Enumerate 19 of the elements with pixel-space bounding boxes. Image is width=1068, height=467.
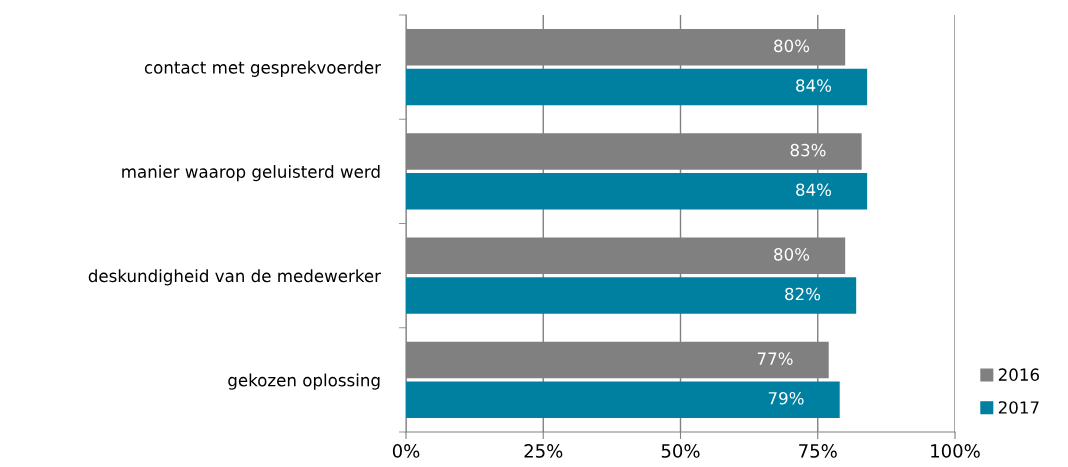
data-label: 77% bbox=[757, 352, 793, 365]
data-label: 80% bbox=[774, 248, 810, 261]
y-tick-label: deskundigheid van de medewerker bbox=[88, 269, 381, 286]
legend-label: 2016 bbox=[998, 368, 1040, 381]
y-tick-label: gekozen oplossing bbox=[228, 373, 380, 390]
y-tick-label: manier waarop geluisterd werd bbox=[122, 165, 380, 182]
data-label: 80% bbox=[774, 39, 810, 53]
data-label: 83% bbox=[790, 143, 826, 157]
x-tick-label: 75% bbox=[799, 444, 837, 458]
y-tick-label: contact met gesprekvoerder bbox=[144, 60, 381, 77]
legend-label: 2017 bbox=[998, 401, 1039, 414]
data-label: 79% bbox=[768, 391, 804, 405]
data-label: 84% bbox=[796, 79, 832, 92]
x-tick-label: 0% bbox=[392, 444, 420, 458]
x-tick-label: 100% bbox=[931, 444, 980, 458]
data-label: 82% bbox=[785, 287, 821, 301]
data-label: 84% bbox=[796, 183, 832, 197]
x-tick-label: 25% bbox=[524, 444, 563, 458]
x-tick-label: 50% bbox=[661, 444, 700, 458]
